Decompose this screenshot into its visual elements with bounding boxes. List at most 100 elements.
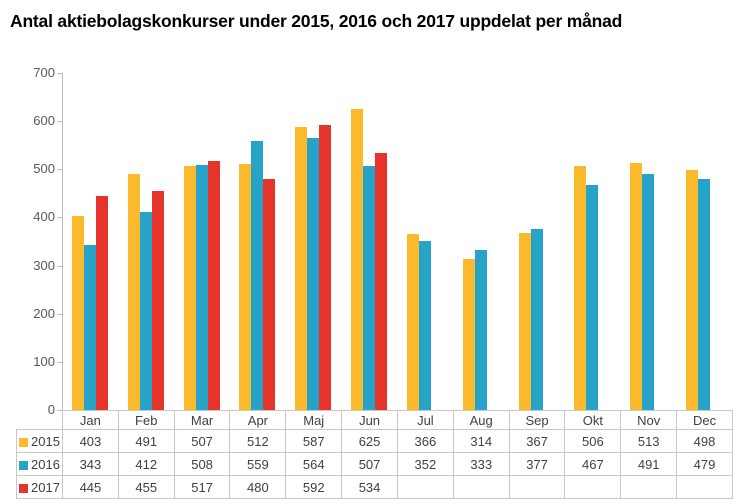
month-header-cell: Okt bbox=[564, 410, 622, 430]
table-row-2015: 2015 403 491 507 512 587 625 366 314 367 506 513 498 bbox=[16, 429, 733, 453]
y-axis-label: 200 bbox=[33, 305, 55, 321]
bar-2015-jan bbox=[71, 215, 84, 410]
month-header-cell: Feb bbox=[117, 410, 175, 430]
value-cell-2016-jun: 507 bbox=[341, 452, 398, 476]
y-axis-label: 600 bbox=[33, 113, 55, 129]
bar-2017-jan bbox=[95, 195, 108, 410]
value-cell-2017-jan: 445 bbox=[62, 475, 119, 499]
value-cell-2015-feb: 491 bbox=[117, 429, 175, 453]
y-axis-tick bbox=[57, 121, 62, 123]
month-header-cell: Jan bbox=[62, 410, 119, 430]
month-header-cell: Dec bbox=[676, 410, 733, 430]
bar-2016-nov bbox=[642, 173, 655, 410]
legend-label-2015: 2015 bbox=[31, 433, 60, 449]
value-cell-2017-apr: 480 bbox=[229, 475, 287, 499]
month-header-cell: Mar bbox=[173, 410, 231, 430]
bar-2016-maj bbox=[307, 138, 320, 410]
value-cell-2017-dec bbox=[676, 475, 733, 499]
bar-2016-okt bbox=[586, 185, 599, 410]
bar-2015-sep bbox=[518, 233, 531, 410]
month-header-cell: Jun bbox=[341, 410, 398, 430]
legend-swatch-2015 bbox=[19, 437, 29, 447]
bar-2016-aug bbox=[474, 249, 487, 410]
bar-2017-mar bbox=[207, 161, 220, 410]
bar-2015-jun bbox=[351, 109, 364, 410]
y-axis-label: 0 bbox=[47, 402, 55, 417]
bar-2015-feb bbox=[127, 173, 140, 410]
value-cell-2016-dec: 479 bbox=[676, 452, 733, 476]
legend-label-2017: 2017 bbox=[31, 479, 60, 495]
y-axis-tick bbox=[57, 410, 62, 411]
y-axis-tick bbox=[57, 265, 62, 267]
value-cell-2017-feb: 455 bbox=[117, 475, 175, 499]
y-axis-label: 400 bbox=[33, 209, 55, 225]
y-axis-label: 300 bbox=[33, 257, 55, 273]
month-header-cell: Maj bbox=[285, 410, 343, 430]
bar-2016-sep bbox=[530, 228, 543, 410]
value-cell-2016-mar: 508 bbox=[173, 452, 231, 476]
bar-2017-jun bbox=[375, 152, 388, 410]
bar-2015-aug bbox=[462, 258, 475, 410]
bar-2016-jul bbox=[418, 240, 431, 410]
bar-2017-feb bbox=[151, 190, 164, 410]
month-header-cell: Nov bbox=[620, 410, 678, 430]
y-axis-tick bbox=[57, 361, 62, 363]
bar-2017-apr bbox=[263, 178, 276, 410]
y-axis-tick bbox=[57, 313, 62, 315]
bar-2016-jan bbox=[83, 244, 96, 410]
bar-2015-okt bbox=[574, 166, 587, 410]
y-axis-tick bbox=[57, 217, 62, 219]
table-row-2017: 2017 445 455 517 480 592 534 bbox=[16, 475, 733, 499]
value-cell-2017-mar: 517 bbox=[173, 475, 231, 499]
value-cell-2016-nov: 491 bbox=[620, 452, 678, 476]
value-cell-2016-jan: 343 bbox=[62, 452, 119, 476]
bar-2015-maj bbox=[295, 127, 308, 410]
bar-2015-dec bbox=[686, 170, 699, 410]
bar-2015-jul bbox=[406, 233, 419, 410]
value-cell-2015-aug: 314 bbox=[452, 429, 510, 453]
value-cell-2016-feb: 412 bbox=[117, 452, 175, 476]
month-header-cell: Sep bbox=[508, 410, 566, 430]
value-cell-2016-sep: 377 bbox=[508, 452, 566, 476]
value-cell-2017-jul bbox=[396, 475, 454, 499]
table-row-2016: 2016 343 412 508 559 564 507 352 333 377 467 491 479 bbox=[16, 452, 733, 476]
table-corner-cell bbox=[17, 411, 63, 430]
bar-2016-apr bbox=[251, 140, 264, 410]
y-axis-tick bbox=[57, 169, 62, 171]
value-cell-2015-nov: 513 bbox=[620, 429, 678, 453]
table-header-row: Jan Feb Mar Apr Maj Jun Jul Aug Sep Okt Nov Dec bbox=[17, 410, 733, 430]
bar-2015-apr bbox=[239, 163, 252, 410]
legend-swatch-2017 bbox=[19, 483, 29, 493]
bar-2016-jun bbox=[363, 165, 376, 410]
value-cell-2016-jul: 352 bbox=[396, 452, 454, 476]
legend-cell-2017: 2017 bbox=[16, 475, 63, 499]
value-cell-2015-maj: 587 bbox=[285, 429, 343, 453]
legend-cell-2015: 2015 bbox=[16, 429, 63, 453]
legend-label-2016: 2016 bbox=[31, 456, 60, 472]
y-axis-label: 500 bbox=[33, 161, 55, 177]
chart-title: Antal aktiebolagskonkurser under 2015, 2… bbox=[10, 11, 623, 31]
bar-2015-mar bbox=[183, 165, 196, 410]
value-cell-2016-maj: 564 bbox=[285, 452, 343, 476]
y-axis-tick bbox=[57, 73, 62, 74]
y-axis-label: 700 bbox=[33, 65, 55, 80]
value-cell-2015-dec: 498 bbox=[676, 429, 733, 453]
value-cell-2017-jun: 534 bbox=[341, 475, 398, 499]
value-cell-2017-nov bbox=[620, 475, 678, 499]
y-axis-label: 100 bbox=[33, 353, 55, 369]
value-cell-2015-mar: 507 bbox=[173, 429, 231, 453]
value-cell-2017-okt bbox=[564, 475, 622, 499]
bar-2016-dec bbox=[698, 179, 711, 410]
month-header-cell: Aug bbox=[452, 410, 510, 430]
y-axis-line bbox=[62, 73, 63, 410]
legend-cell-2016: 2016 bbox=[16, 452, 63, 476]
month-header-cell: Apr bbox=[229, 410, 287, 430]
data-table: Jan Feb Mar Apr Maj Jun Jul Aug Sep Okt Nov Dec 2015… bbox=[16, 410, 733, 499]
value-cell-2015-jun: 625 bbox=[341, 429, 398, 453]
bar-2017-maj bbox=[319, 124, 332, 410]
value-cell-2017-aug bbox=[452, 475, 510, 499]
legend-swatch-2016 bbox=[19, 460, 29, 470]
value-cell-2016-okt: 467 bbox=[564, 452, 622, 476]
